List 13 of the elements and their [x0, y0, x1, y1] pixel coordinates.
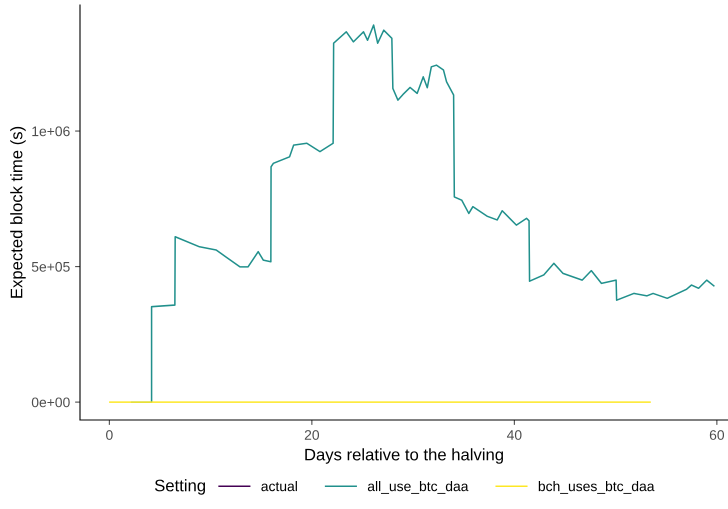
x-tick-label: 20	[304, 430, 320, 440]
y-tick-label: 0e+00	[32, 397, 70, 408]
legend-title: Setting	[154, 479, 206, 495]
x-tick-label: 0	[106, 430, 113, 440]
y-tick-label: 1e+06	[32, 126, 70, 136]
x-tick-label: 60	[710, 430, 724, 440]
legend-label: all_use_btc_daa	[368, 481, 468, 494]
x-tick-label: 40	[506, 430, 522, 440]
legend-label: actual	[261, 481, 297, 492]
x-axis-title: Days relative to the halving	[305, 448, 503, 464]
y-tick-label: 5e+05	[32, 262, 70, 272]
y-axis-title: Expected block time (s)	[10, 126, 26, 298]
legend-label: bch_uses_btc_daa	[538, 481, 654, 494]
